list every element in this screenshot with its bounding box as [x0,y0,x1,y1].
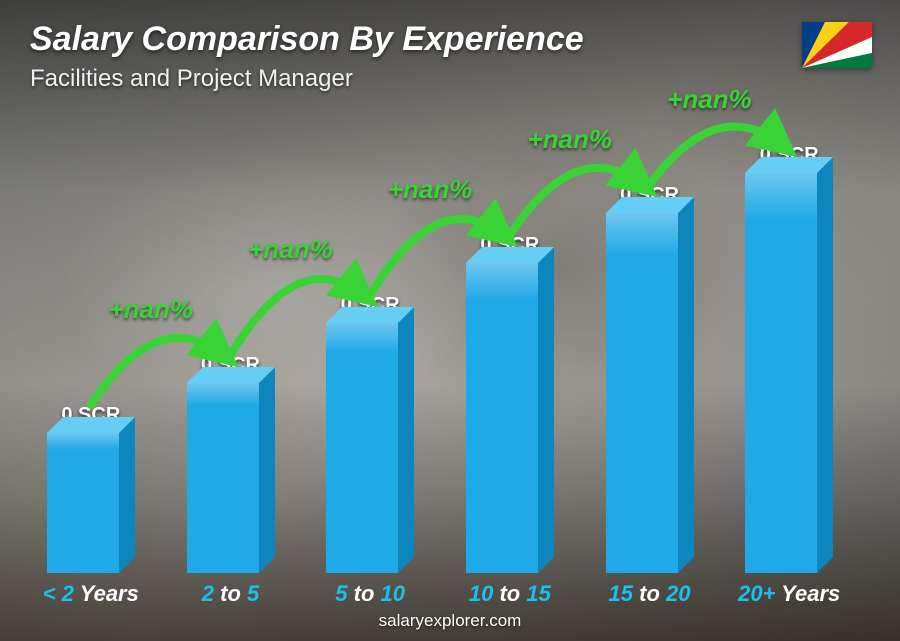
chart-stage: Salary Comparison By Experience Faciliti… [0,0,900,641]
category-label: < 2 Years [43,581,139,607]
footer-attribution: salaryexplorer.com [0,611,900,631]
delta-label: +nan% [388,174,473,205]
delta-label: +nan% [248,234,333,265]
seychelles-flag-icon [802,22,872,68]
title-block: Salary Comparison By Experience Faciliti… [30,20,780,93]
delta-label: +nan% [527,124,612,155]
bar-item: 0 SCR2 to 5 [170,354,292,573]
category-label: 10 to 15 [469,581,551,607]
bar-3d [47,433,135,573]
bar-3d [606,213,694,573]
bar-3d [466,263,554,573]
category-label: 15 to 20 [609,581,691,607]
bar-item: 0 SCR10 to 15 [449,234,571,573]
bar-item: 0 SCR20+ Years [728,144,850,573]
delta-label: +nan% [108,294,193,325]
page-title: Salary Comparison By Experience [30,20,780,59]
category-label: 20+ Years [738,581,840,607]
bar-3d [745,173,833,573]
bar-item: 0 SCR< 2 Years [30,404,152,573]
bar-3d [187,383,275,573]
bar-item: 0 SCR5 to 10 [309,294,431,573]
bar-item: 0 SCR15 to 20 [589,184,711,573]
category-label: 2 to 5 [202,581,260,607]
bar-chart: 0 SCR< 2 Years0 SCR2 to 50 SCR5 to 100 S… [30,93,850,573]
category-label: 5 to 10 [335,581,405,607]
bar-3d [326,323,414,573]
delta-label: +nan% [667,84,752,115]
